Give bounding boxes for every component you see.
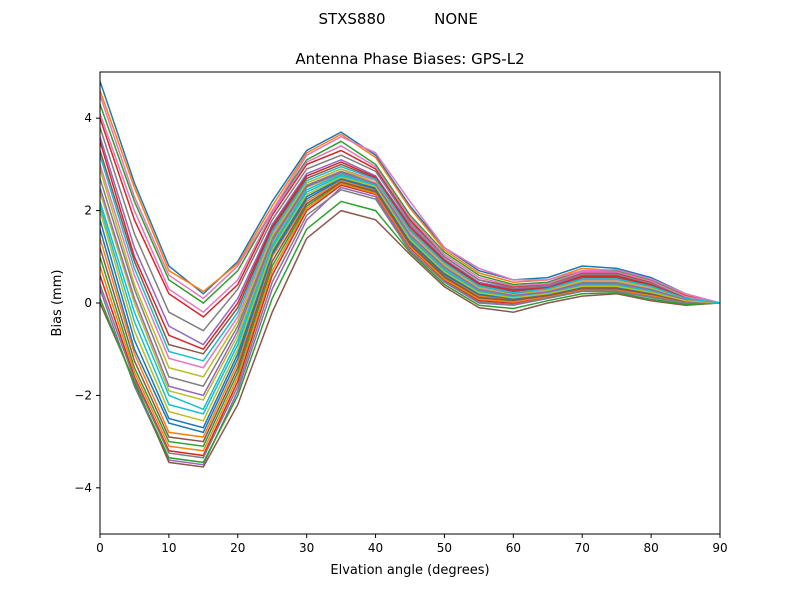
series-line-26 xyxy=(100,181,720,443)
x-tick-label: 80 xyxy=(643,541,658,555)
suptitle-right: NONE xyxy=(434,10,478,28)
y-tick-label: −4 xyxy=(74,481,92,495)
series-line-29 xyxy=(100,176,720,422)
y-tick-label: 0 xyxy=(84,296,92,310)
x-tick-label: 90 xyxy=(712,541,727,555)
x-tick-label: 50 xyxy=(437,541,452,555)
series-group xyxy=(100,80,720,468)
series-line-21 xyxy=(100,178,720,434)
series-line-28 xyxy=(100,188,720,459)
series-line-25 xyxy=(100,171,720,397)
series-line-16 xyxy=(100,209,720,468)
x-axis: 0 10 20 30 40 50 60 70 80 90 xyxy=(96,534,728,555)
series-line-20 xyxy=(100,173,720,411)
x-tick-label: 10 xyxy=(161,541,176,555)
series-line-22 xyxy=(100,182,720,452)
series-line-18 xyxy=(100,127,720,332)
chart-title: Antenna Phase Biases: GPS-L2 xyxy=(295,50,524,68)
suptitle-left: STXS880 xyxy=(318,10,385,28)
x-axis-label: Elvation angle (degrees) xyxy=(330,563,489,578)
x-tick-label: 70 xyxy=(575,541,590,555)
x-tick-label: 40 xyxy=(368,541,383,555)
series-line-5 xyxy=(100,136,720,346)
y-axis-label: Bias (mm) xyxy=(50,270,65,337)
series-line-3 xyxy=(100,104,720,304)
series-line-27 xyxy=(100,113,720,314)
y-tick-label: −2 xyxy=(74,388,92,402)
x-tick-label: 0 xyxy=(96,541,104,555)
series-line-19 xyxy=(100,168,720,378)
x-tick-label: 20 xyxy=(230,541,245,555)
x-tick-label: 60 xyxy=(506,541,521,555)
series-line-17 xyxy=(100,94,720,304)
y-tick-label: 4 xyxy=(84,111,92,125)
series-line-30 xyxy=(100,154,720,362)
series-line-7 xyxy=(100,164,720,369)
series-line-1 xyxy=(100,80,720,304)
y-axis: −4 −2 0 2 4 xyxy=(74,111,100,495)
series-line-24 xyxy=(100,141,720,351)
y-tick-label: 2 xyxy=(84,204,92,218)
series-line-4 xyxy=(100,117,720,318)
x-tick-label: 30 xyxy=(299,541,314,555)
